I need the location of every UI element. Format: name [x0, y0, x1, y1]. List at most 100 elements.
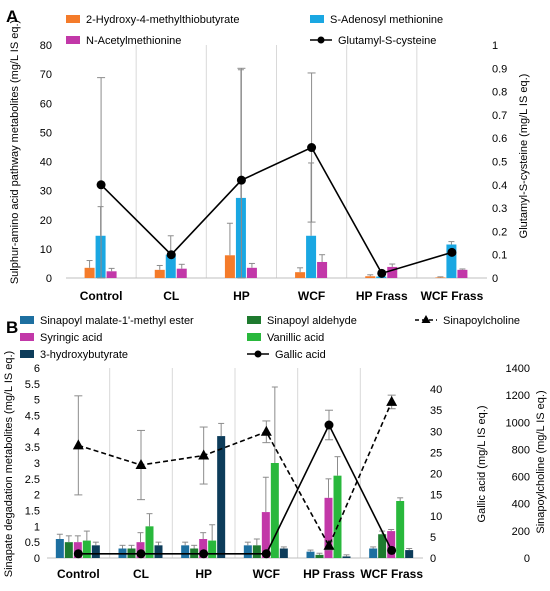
- panel-b-legend-swatch: [20, 333, 34, 341]
- panel-b-letter: B: [6, 318, 18, 337]
- panel-b-right-tick-label: 20: [430, 469, 442, 481]
- panel-b-triangle-marker: [386, 395, 398, 406]
- panel-b-category-label: WCF Frass: [360, 567, 423, 581]
- panel-a-bar: [246, 267, 257, 278]
- panel-a-bar: [84, 267, 95, 278]
- panel-a-bar: [106, 271, 117, 278]
- panel-b-left-tick-label: 5.5: [25, 379, 40, 391]
- panel-b-bar: [252, 545, 261, 558]
- panel-b-left-tick-label: 1.5: [25, 506, 40, 518]
- panel-b-right-tick-label: 15: [430, 490, 442, 502]
- panel-b-bar: [270, 463, 279, 558]
- panel-b-legend-swatch: [247, 316, 261, 324]
- panel-a-legend-swatch: [310, 15, 324, 23]
- panel-b-bar: [387, 531, 396, 558]
- panel-b-circle-marker: [387, 545, 397, 555]
- panel-b-bar: [306, 551, 315, 558]
- panel-a-category-label: Control: [80, 289, 123, 303]
- panel-b-legend-label: 3-hydroxybutyrate: [40, 349, 128, 361]
- panel-a-ylabel: Sulphur-amino acid pathway metabolites (…: [9, 20, 21, 284]
- panel-b-left-tick-label: 3.5: [25, 442, 40, 454]
- panel-a-circle-marker: [96, 180, 106, 190]
- panel-a-legend-label: S-Adenosyl methionine: [330, 14, 443, 26]
- panel-a-category-label: WCF Frass: [421, 289, 484, 303]
- panel-b-right2-tick-label: 1200: [506, 390, 530, 402]
- panel-b-right-tick-label: 5: [430, 532, 436, 544]
- panel-a-circle-marker: [307, 143, 317, 153]
- panel-a-series-line: [100, 146, 453, 275]
- panel-a-bar: [365, 276, 376, 278]
- panel-b-left-tick-label: 4.5: [25, 411, 40, 423]
- panel-b-triangle-marker: [323, 539, 335, 550]
- panel-a-left-tick-label: 30: [40, 186, 52, 198]
- panel-b-left-tick-label: 0: [34, 553, 40, 565]
- panel-a-left-tick-label: 70: [40, 69, 52, 81]
- panel-a-category-label: HP Frass: [356, 289, 408, 303]
- panel-b-legend-swatch: [20, 350, 34, 358]
- panel-a-bar: [154, 269, 165, 278]
- panel-b-right-tick-label: 30: [430, 426, 442, 438]
- panel-b-bar: [208, 540, 217, 558]
- panel-b-right-tick-label: 40: [430, 384, 442, 396]
- panel-b-bar: [64, 542, 73, 558]
- panel-b-legend-label: Syringic acid: [40, 332, 102, 344]
- panel-a-legend-label: 2-Hydroxy-4-methylthiobutyrate: [86, 14, 239, 26]
- panel-b-bar: [181, 545, 190, 558]
- panel-a-circle-marker: [447, 247, 457, 257]
- panel-b-bar: [324, 497, 333, 558]
- panel-b-right-tick-label: 25: [430, 447, 442, 459]
- panel-b-legend-label: Gallic acid: [275, 349, 326, 361]
- panel-b-left-tick-label: 1: [34, 521, 40, 533]
- panel-a-legend-swatch: [66, 15, 80, 23]
- panel-b-left-tick-label: 0.5: [25, 537, 40, 549]
- panel-b-bar: [396, 501, 405, 558]
- panel-a-circle-marker: [166, 250, 176, 260]
- panel-a-bar: [224, 255, 235, 278]
- panel-a-right-tick-label: 0.2: [492, 226, 507, 238]
- panel-b-bar: [261, 512, 270, 558]
- panel-b-right2-tick-label: 800: [512, 444, 530, 456]
- panel-a-right-tick-label: 0.1: [492, 250, 507, 262]
- panel-a-right-tick-label: 0.4: [492, 180, 507, 192]
- panel-b-category-label: CL: [133, 567, 149, 581]
- panel-a-bar: [446, 244, 457, 278]
- panel-a-legend-label: N-Acetylmethionine: [86, 35, 181, 47]
- panel-b-bar: [279, 548, 288, 558]
- panel-a-left-tick-label: 0: [46, 273, 52, 285]
- panel-b-bar: [55, 539, 64, 558]
- panel-b-bar: [154, 545, 163, 558]
- panel-a-right-tick-label: 0.6: [492, 133, 507, 145]
- panel-a-category-label: CL: [163, 289, 179, 303]
- panel-b-legend-marker: [254, 350, 262, 358]
- panel-b-left-tick-label: 3: [34, 458, 40, 470]
- panel-b-right2-tick-label: 1000: [506, 417, 530, 429]
- panel-a-y2label: Glutamyl-S-cysteine (mg/L IS eq.): [518, 74, 530, 239]
- panel-a-circle-marker: [377, 268, 387, 278]
- panel-b-right-tick-label: 10: [430, 511, 442, 523]
- panel-b-right2-tick-label: 1400: [506, 363, 530, 375]
- panel-b-right2-tick-label: 0: [524, 553, 530, 565]
- panel-b-legend-label: Vanillic acid: [267, 332, 324, 344]
- panel-a-left-tick-label: 10: [40, 244, 52, 256]
- panel-a-right-tick-label: 0.5: [492, 157, 507, 169]
- panel-b-category-label: WCF: [253, 567, 280, 581]
- panel-b-y3label: Sinapoylcholine (mg/L IS eq.): [535, 390, 547, 533]
- panel-b-bar: [145, 526, 154, 558]
- panel-b-legend-swatch: [20, 316, 34, 324]
- panel-a-legend-swatch: [66, 36, 80, 44]
- panel-b-circle-marker: [136, 549, 146, 559]
- panel-a-circle-marker: [236, 175, 246, 185]
- panel-a-bar: [165, 254, 176, 278]
- panel-b-left-tick-label: 6: [34, 363, 40, 375]
- panel-b-bar: [243, 545, 252, 558]
- panel-b-y2label: Gallic acid (mg/L IS eq.): [476, 406, 488, 523]
- panel-a-right-tick-label: 0.3: [492, 203, 507, 215]
- panel-b-series-line: [78, 401, 393, 548]
- panel-b-bar: [217, 436, 226, 558]
- panel-a-bar: [435, 277, 446, 278]
- panel-b-legend-label: Sinapoyl aldehyde: [267, 315, 357, 327]
- panel-b-category-label: Control: [57, 567, 100, 581]
- panel-a-bar: [317, 261, 328, 278]
